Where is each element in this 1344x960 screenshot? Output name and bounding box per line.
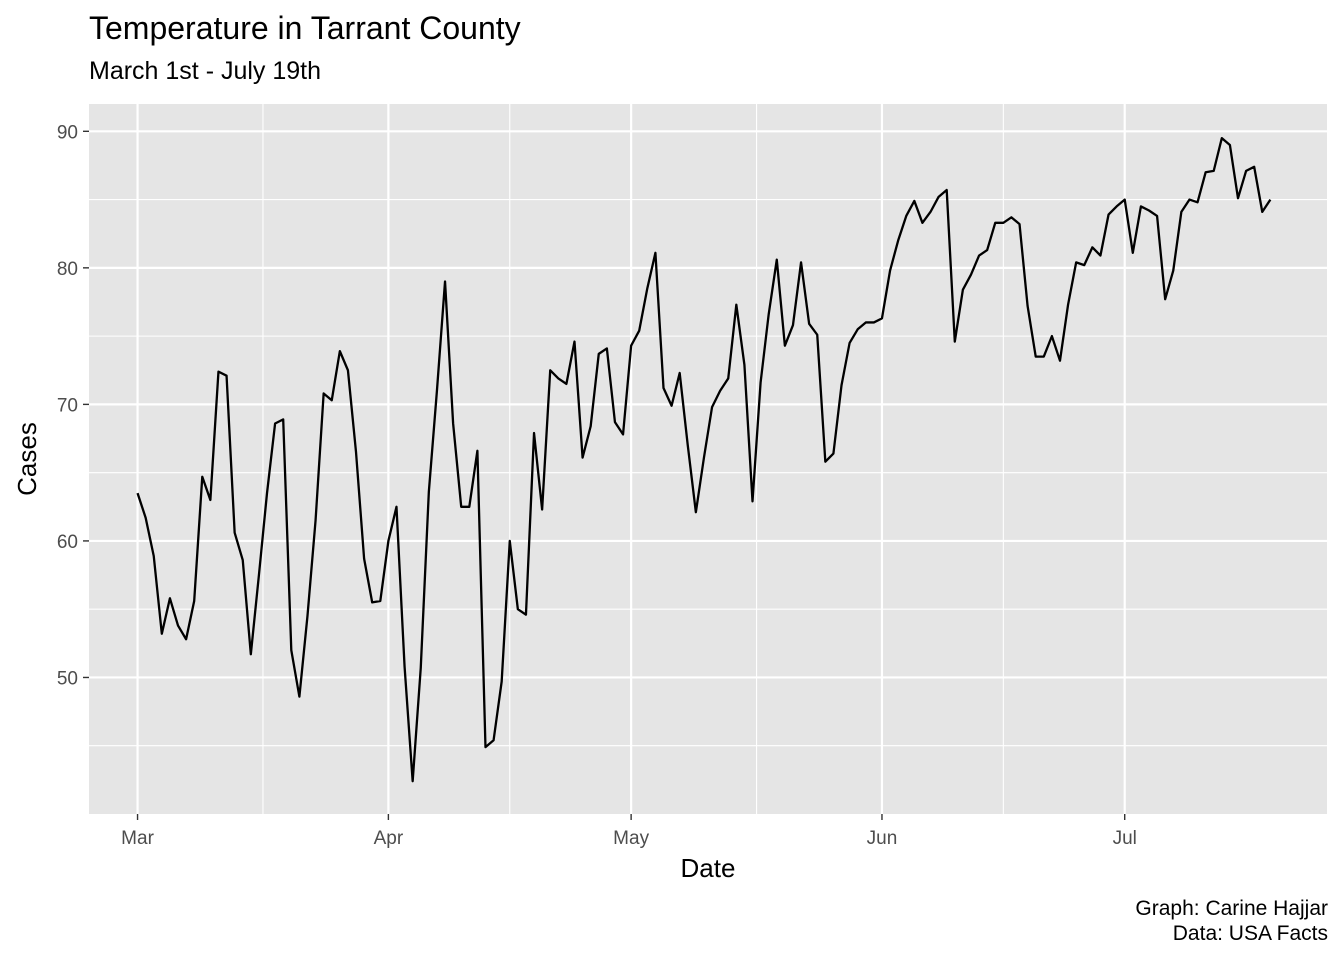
- temperature-line: [136, 136, 1272, 783]
- y-axis-title: Cases: [12, 422, 42, 496]
- x-tick-label: May: [613, 828, 649, 849]
- y-tick-label: 50: [57, 668, 78, 689]
- chart-title: Temperature in Tarrant County: [89, 10, 521, 46]
- caption-data-source: Data: USA Facts: [1172, 922, 1328, 945]
- x-tick-label: Jul: [1113, 828, 1137, 849]
- x-axis-title: Date: [681, 853, 736, 883]
- x-tick-label: Apr: [374, 828, 404, 849]
- plot-panel: [89, 104, 1327, 814]
- chart-subtitle: March 1st - July 19th: [89, 57, 322, 85]
- y-tick-label: 90: [57, 122, 78, 143]
- y-axis-ticks: 50 60 70 80 90: [57, 122, 89, 689]
- x-axis-ticks: Mar Apr May Jun Jul: [121, 814, 1137, 849]
- x-tick-label: Mar: [121, 828, 154, 849]
- caption-graph-credit: Graph: Carine Hajjar: [1135, 897, 1328, 920]
- y-tick-label: 60: [57, 532, 78, 553]
- y-tick-label: 80: [57, 259, 78, 280]
- caption: Graph: Carine Hajjar Data: USA Facts: [1135, 896, 1328, 946]
- x-tick-label: Jun: [867, 828, 898, 849]
- minor-gridlines: [89, 104, 1327, 814]
- y-tick-label: 70: [57, 395, 78, 416]
